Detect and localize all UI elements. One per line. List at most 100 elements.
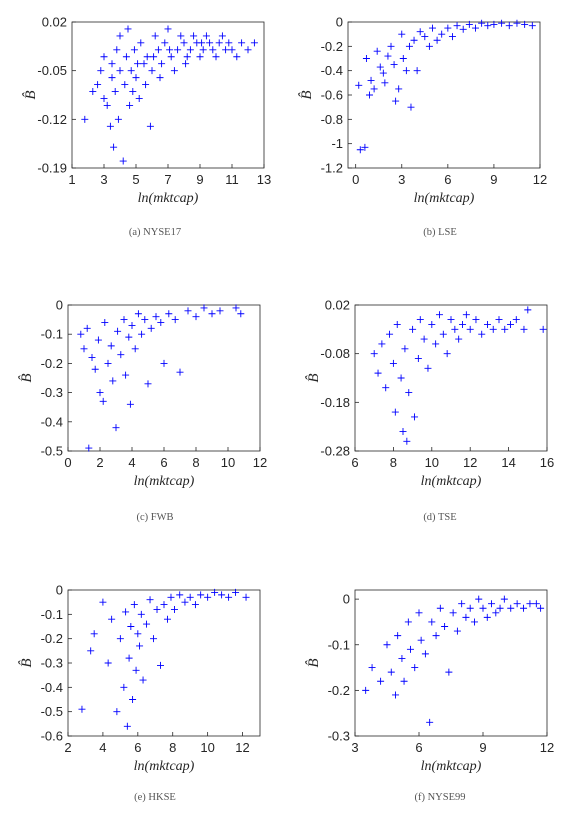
data-point [197, 591, 205, 599]
x-tick-label: 10 [200, 740, 214, 755]
data-point [119, 157, 127, 165]
data-point [492, 609, 500, 617]
y-axis-label: B̂ [19, 373, 35, 382]
data-point [537, 604, 545, 612]
data-point [153, 605, 161, 613]
data-point [106, 122, 114, 130]
x-tick-label: 13 [257, 172, 271, 187]
data-point [435, 311, 443, 319]
data-point [151, 32, 159, 40]
y-tick-label: -0.2 [41, 631, 63, 646]
data-point [116, 635, 124, 643]
y-tick-label: -0.12 [37, 112, 67, 127]
data-point [495, 316, 503, 324]
x-tick-label: 1 [68, 172, 75, 187]
data-point [398, 30, 406, 38]
panel-caption: (c) FWB [136, 512, 173, 523]
data-point [126, 400, 134, 408]
data-point [88, 354, 96, 362]
data-point [211, 588, 219, 596]
data-point [140, 60, 148, 68]
data-point [507, 320, 515, 328]
x-tick-label: 6 [160, 455, 167, 470]
y-tick-label: -0.2 [41, 356, 63, 371]
data-point [448, 33, 456, 41]
data-point [192, 313, 200, 321]
x-tick-label: 11 [225, 172, 239, 187]
data-point [83, 324, 91, 332]
data-point [409, 325, 417, 333]
data-point [180, 39, 188, 47]
data-point [170, 67, 178, 75]
data-point [127, 67, 135, 75]
data-point [110, 143, 118, 151]
y-tick-label: -0.18 [320, 395, 350, 410]
data-point [130, 601, 138, 609]
data-point [123, 722, 131, 730]
x-axis-label: ln(mktcap) [421, 759, 482, 774]
data-point [116, 67, 124, 75]
data-point [501, 325, 509, 333]
data-point [483, 320, 491, 328]
x-tick-label: 12 [463, 455, 477, 470]
data-point [191, 601, 199, 609]
data-point [451, 325, 459, 333]
data-point [381, 79, 389, 87]
axes-frame [354, 589, 548, 737]
y-tick-label: -0.4 [41, 414, 63, 429]
y-tick-label: -0.6 [41, 729, 63, 744]
data-point [512, 316, 520, 324]
data-point [164, 25, 172, 33]
data-point [513, 19, 521, 27]
x-tick-label: 7 [164, 172, 171, 187]
data-point [209, 46, 217, 54]
data-point [171, 316, 179, 324]
data-point [520, 325, 528, 333]
y-axis-label: B̂ [23, 90, 39, 99]
y-tick-label: -0.19 [37, 161, 67, 176]
data-point [421, 33, 429, 41]
data-point [208, 310, 216, 318]
data-point [200, 304, 208, 312]
data-point [472, 316, 480, 324]
data-point [384, 52, 392, 60]
data-point [147, 324, 155, 332]
data-point [124, 25, 132, 33]
data-point [78, 705, 86, 713]
data-point [428, 24, 436, 32]
data-point [216, 307, 224, 315]
y-axis-label: B̂ [306, 373, 322, 382]
x-axis-label: ln(mktcap) [138, 191, 199, 206]
data-point [131, 345, 139, 353]
data-point [143, 53, 151, 61]
data-point [411, 664, 419, 672]
data-point [135, 94, 143, 102]
data-point [436, 604, 444, 612]
data-point [433, 36, 441, 44]
data-point [228, 46, 236, 54]
data-point [386, 330, 394, 338]
data-point [458, 600, 466, 608]
data-point [441, 623, 449, 630]
data-point [398, 654, 406, 662]
panel-d: 6 8 10 12 14 16 0.02 -0.08 -0.18 -0.28 ln(mktcap) B… [306, 298, 555, 524]
data-point [146, 122, 154, 130]
y-tick-label: -0.08 [320, 346, 350, 361]
data-point [122, 608, 130, 616]
data-point [94, 336, 102, 344]
data-point [150, 635, 158, 643]
data-point [174, 46, 182, 54]
axes-frame [67, 589, 261, 737]
data-point [190, 32, 198, 40]
data-point [111, 88, 119, 96]
data-point [526, 600, 534, 608]
data-point [383, 641, 391, 649]
data-point [121, 81, 129, 89]
data-point [156, 74, 164, 82]
data-point [528, 22, 536, 30]
data-point [160, 359, 168, 367]
data-point [470, 618, 478, 626]
data-point [244, 46, 252, 54]
data-point [489, 325, 497, 333]
